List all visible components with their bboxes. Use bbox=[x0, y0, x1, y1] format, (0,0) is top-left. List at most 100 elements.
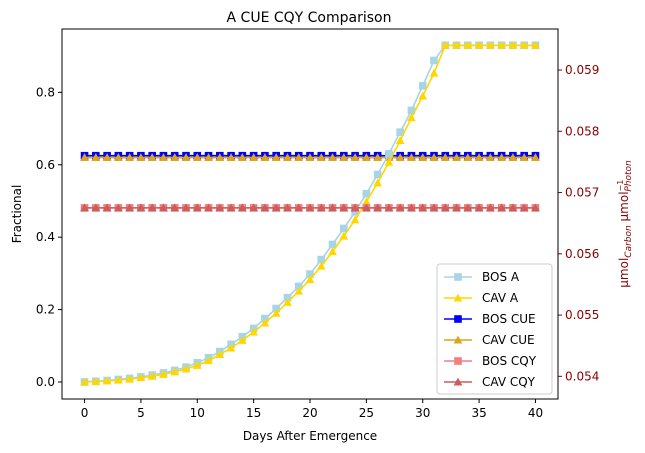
data-point bbox=[125, 153, 135, 162]
data-point bbox=[429, 153, 439, 162]
data-point bbox=[170, 203, 180, 212]
y-right-tick-label: 0.057 bbox=[565, 186, 599, 200]
data-point bbox=[91, 153, 101, 162]
data-point bbox=[340, 224, 348, 233]
data-point bbox=[396, 128, 404, 136]
data-point bbox=[102, 153, 112, 162]
legend-swatch-marker bbox=[454, 357, 462, 365]
y-right-tick-label: 0.054 bbox=[565, 369, 599, 383]
data-point bbox=[508, 153, 518, 162]
data-point bbox=[305, 203, 315, 212]
legend-item: BOS A bbox=[444, 270, 520, 284]
data-point bbox=[316, 203, 326, 212]
data-point bbox=[181, 153, 191, 162]
legend-label: CAV CUE bbox=[482, 333, 535, 347]
x-tick-label: 35 bbox=[471, 406, 486, 420]
data-point bbox=[385, 150, 393, 158]
data-point bbox=[373, 170, 382, 179]
data-point bbox=[339, 231, 349, 240]
data-point bbox=[361, 153, 371, 162]
data-point bbox=[125, 203, 135, 212]
series-cav-cqy bbox=[80, 203, 540, 212]
data-point bbox=[361, 203, 371, 212]
data-point bbox=[463, 40, 473, 49]
data-point bbox=[440, 203, 450, 212]
data-point bbox=[497, 153, 507, 162]
x-axis-label: Days After Emergence bbox=[243, 429, 377, 443]
data-point bbox=[283, 203, 292, 212]
data-point bbox=[147, 153, 157, 162]
data-point bbox=[260, 318, 270, 327]
data-point bbox=[384, 203, 394, 212]
data-point bbox=[497, 40, 507, 49]
data-point bbox=[339, 153, 349, 162]
data-point bbox=[159, 370, 168, 378]
data-point bbox=[316, 261, 326, 270]
data-point bbox=[237, 335, 247, 344]
data-point bbox=[147, 371, 157, 380]
data-point bbox=[283, 153, 292, 162]
data-point bbox=[373, 178, 383, 187]
legend: BOS A CAV A BOS CUE CAV CUE BOS CQY CAV CQY bbox=[436, 263, 553, 395]
data-point bbox=[80, 203, 89, 212]
data-point bbox=[350, 153, 360, 162]
data-point bbox=[249, 203, 259, 212]
data-point bbox=[519, 40, 529, 49]
data-point bbox=[271, 308, 281, 317]
data-point bbox=[440, 153, 450, 162]
data-point bbox=[192, 203, 202, 212]
legend-item: BOS CUE bbox=[444, 312, 536, 326]
data-point bbox=[271, 203, 281, 212]
data-point bbox=[418, 153, 428, 162]
data-point bbox=[305, 153, 315, 162]
data-point bbox=[237, 153, 247, 162]
data-point bbox=[373, 203, 383, 212]
y-right-tick-label: 0.058 bbox=[565, 124, 599, 138]
data-point bbox=[272, 304, 280, 313]
data-point bbox=[226, 343, 236, 352]
data-point bbox=[351, 208, 359, 216]
data-point bbox=[508, 40, 518, 49]
chart-title: A CUE CQY Comparison bbox=[227, 10, 392, 26]
data-point bbox=[283, 297, 292, 306]
x-tick-label: 40 bbox=[528, 406, 543, 420]
data-point bbox=[159, 203, 168, 212]
data-point bbox=[102, 376, 112, 385]
data-point bbox=[294, 203, 304, 212]
legend-label: CAV A bbox=[482, 291, 519, 305]
x-tick-label: 10 bbox=[190, 406, 205, 420]
data-point bbox=[350, 215, 360, 224]
data-point bbox=[407, 153, 416, 162]
data-point bbox=[328, 153, 337, 162]
data-point bbox=[429, 203, 439, 212]
data-point bbox=[531, 40, 540, 49]
data-point bbox=[192, 153, 202, 162]
data-point bbox=[519, 203, 529, 212]
data-point bbox=[508, 203, 518, 212]
data-point bbox=[80, 377, 89, 386]
x-tick-label: 15 bbox=[246, 406, 261, 420]
data-point bbox=[373, 153, 383, 162]
legend-label: CAV CQY bbox=[482, 375, 536, 389]
data-point bbox=[430, 56, 438, 65]
legend-label: BOS A bbox=[482, 270, 520, 284]
x-tick-label: 25 bbox=[359, 406, 374, 420]
data-point bbox=[170, 367, 180, 376]
data-point bbox=[452, 40, 461, 49]
data-point bbox=[226, 153, 236, 162]
data-point bbox=[181, 203, 191, 212]
y-right-tick-label: 0.055 bbox=[565, 308, 599, 322]
data-point bbox=[463, 203, 473, 212]
data-point bbox=[113, 375, 123, 384]
data-point bbox=[260, 153, 270, 162]
data-point bbox=[102, 203, 112, 212]
legend-swatch-marker bbox=[453, 377, 463, 386]
data-point bbox=[418, 91, 428, 100]
data-point bbox=[113, 203, 123, 212]
data-point bbox=[125, 374, 135, 383]
data-point bbox=[294, 153, 304, 162]
data-point bbox=[361, 197, 371, 206]
data-point bbox=[418, 82, 427, 90]
data-point bbox=[485, 203, 495, 212]
y-left-tick-label: 0.2 bbox=[36, 303, 55, 317]
